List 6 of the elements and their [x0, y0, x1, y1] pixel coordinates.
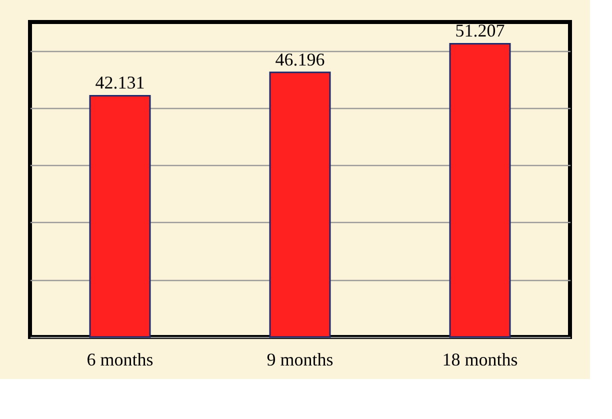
x-tick-label: 6 months: [86, 350, 154, 370]
data-label: 42.131: [95, 72, 145, 93]
data-label: 46.196: [275, 49, 325, 70]
x-tick-label: 9 months: [266, 350, 334, 370]
data-label: 51.207: [455, 20, 505, 41]
x-tick-label: 18 months: [442, 350, 518, 370]
